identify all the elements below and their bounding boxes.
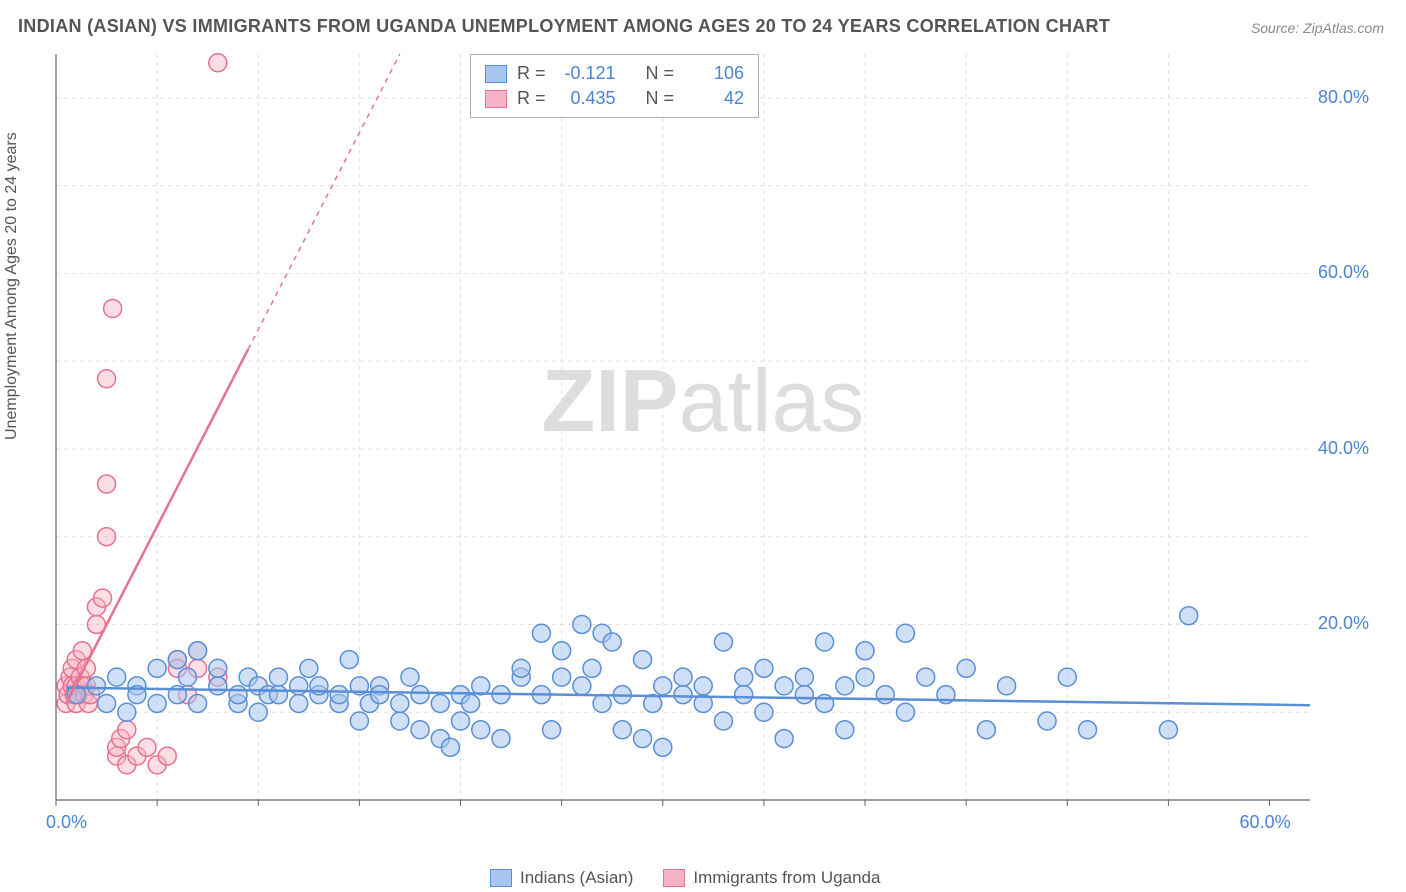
r-label: R =	[517, 63, 546, 84]
swatch-blue-icon	[490, 869, 512, 887]
r-value: 0.435	[556, 88, 616, 109]
stats-row-pink: R = 0.435 N = 42	[485, 86, 744, 111]
legend-label: Indians (Asian)	[520, 868, 633, 888]
swatch-pink-icon	[485, 90, 507, 108]
source-attribution: Source: ZipAtlas.com	[1251, 20, 1384, 36]
scatter-plot	[50, 50, 1380, 840]
n-label: N =	[646, 63, 675, 84]
legend-item-blue: Indians (Asian)	[490, 868, 633, 888]
n-label: N =	[646, 88, 675, 109]
n-value: 42	[684, 88, 744, 109]
y-axis-label: Unemployment Among Ages 20 to 24 years	[3, 132, 21, 440]
legend-label: Immigrants from Uganda	[693, 868, 880, 888]
x-tick-label: 60.0%	[1240, 812, 1291, 833]
y-tick-label: 40.0%	[1318, 438, 1369, 459]
y-tick-label: 20.0%	[1318, 613, 1369, 634]
stats-row-blue: R = -0.121 N = 106	[485, 61, 744, 86]
swatch-pink-icon	[663, 869, 685, 887]
x-tick-label: 0.0%	[46, 812, 87, 833]
r-label: R =	[517, 88, 546, 109]
legend-item-pink: Immigrants from Uganda	[663, 868, 880, 888]
y-tick-label: 80.0%	[1318, 87, 1369, 108]
n-value: 106	[684, 63, 744, 84]
chart-title: INDIAN (ASIAN) VS IMMIGRANTS FROM UGANDA…	[18, 16, 1110, 37]
swatch-blue-icon	[485, 65, 507, 83]
y-tick-label: 60.0%	[1318, 262, 1369, 283]
r-value: -0.121	[556, 63, 616, 84]
chart-legend: Indians (Asian) Immigrants from Uganda	[490, 868, 880, 888]
correlation-stats-box: R = -0.121 N = 106 R = 0.435 N = 42	[470, 54, 759, 118]
